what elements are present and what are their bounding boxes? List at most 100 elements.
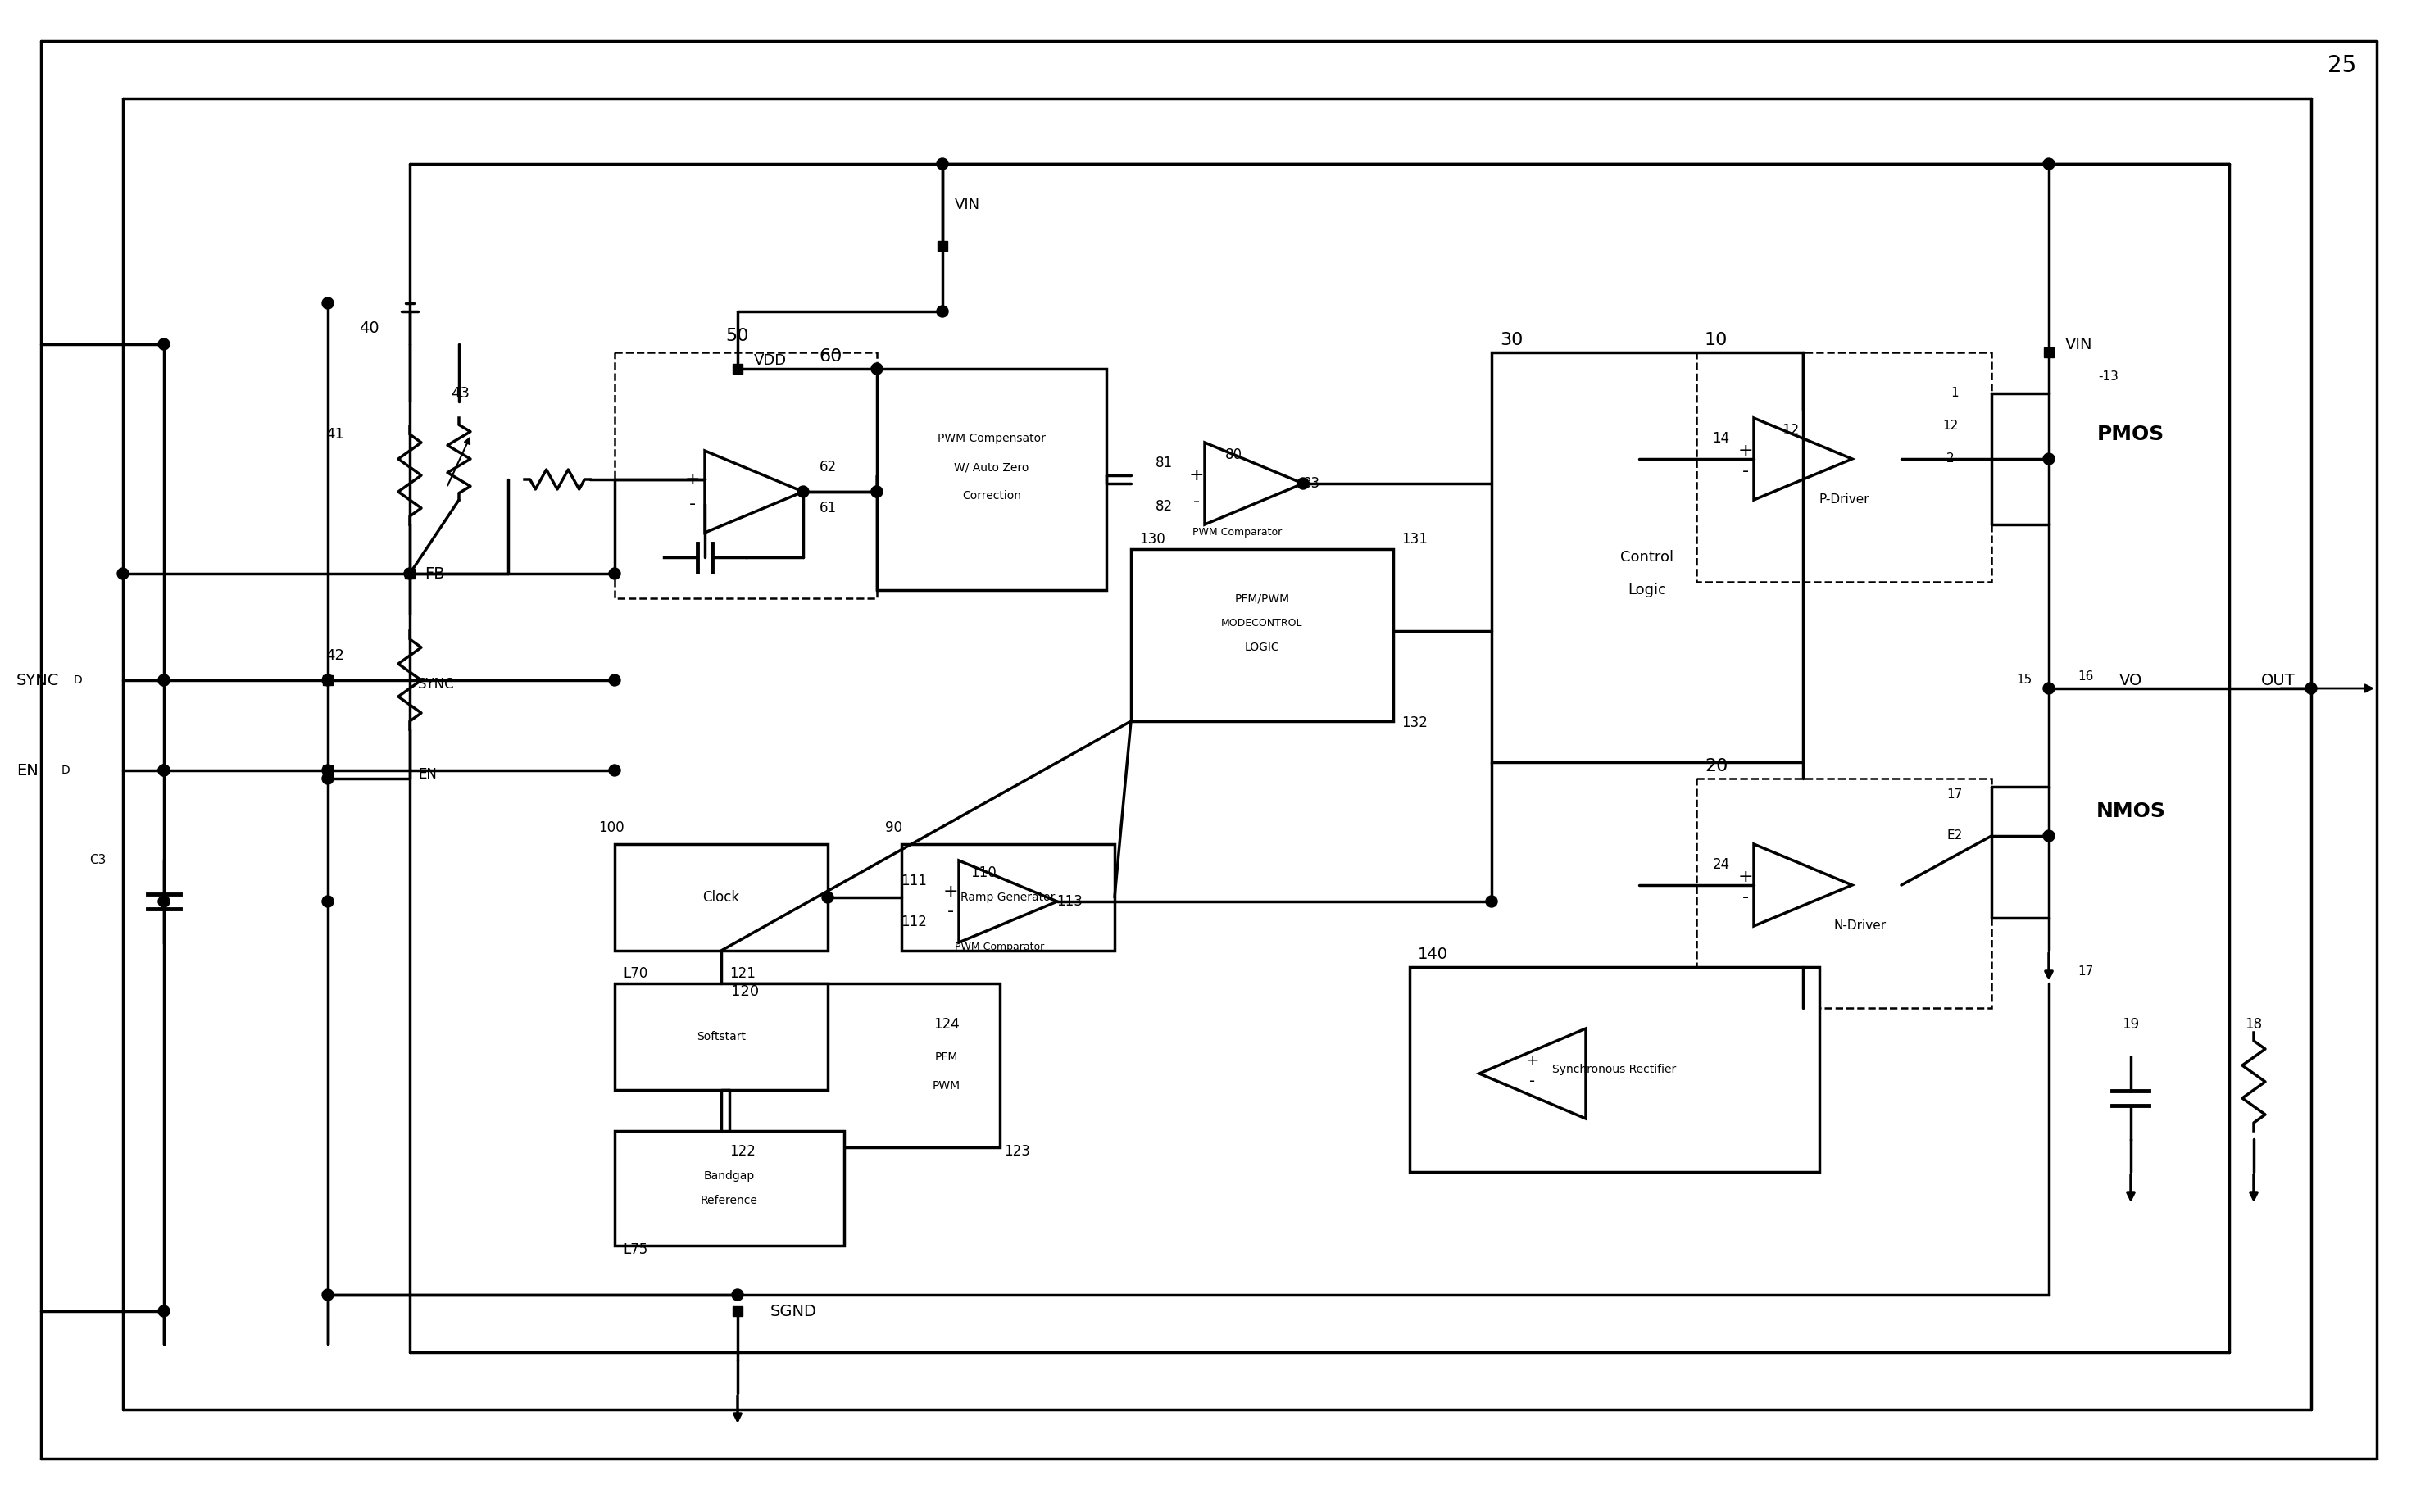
Circle shape xyxy=(872,363,882,375)
Bar xyxy=(614,1131,843,1246)
Text: MODECONTROL: MODECONTROL xyxy=(1222,617,1302,627)
Circle shape xyxy=(732,1290,744,1300)
Text: LOGIC: LOGIC xyxy=(1244,641,1280,653)
Text: Reference: Reference xyxy=(701,1194,759,1207)
Text: 121: 121 xyxy=(730,966,756,981)
Text: 81: 81 xyxy=(1155,455,1172,470)
Circle shape xyxy=(2044,159,2054,169)
Text: +: + xyxy=(1737,869,1754,885)
Text: PMOS: PMOS xyxy=(2097,425,2165,445)
Text: -: - xyxy=(1742,463,1749,479)
Circle shape xyxy=(2044,682,2054,694)
Text: N-Driver: N-Driver xyxy=(1834,919,1887,933)
Circle shape xyxy=(937,305,947,318)
Bar xyxy=(877,369,1107,590)
Text: 80: 80 xyxy=(1225,448,1242,463)
Text: 130: 130 xyxy=(1140,532,1165,547)
Text: +: + xyxy=(942,883,959,900)
Circle shape xyxy=(321,765,333,776)
Text: +: + xyxy=(684,472,701,487)
Text: L70: L70 xyxy=(623,966,647,981)
Text: 19: 19 xyxy=(2121,1018,2141,1031)
Text: 62: 62 xyxy=(819,460,836,475)
Text: 18: 18 xyxy=(2244,1018,2261,1031)
Text: 1: 1 xyxy=(1950,387,1959,399)
Bar xyxy=(732,364,742,373)
Bar xyxy=(901,844,1114,951)
Text: +: + xyxy=(1737,443,1754,460)
Bar xyxy=(614,844,829,951)
Text: EN: EN xyxy=(17,762,39,779)
Circle shape xyxy=(609,674,621,686)
Text: 16: 16 xyxy=(2078,670,2095,682)
Bar xyxy=(937,240,947,251)
Text: 82: 82 xyxy=(1155,499,1172,514)
Text: 43: 43 xyxy=(452,386,469,401)
Text: -: - xyxy=(1742,889,1749,906)
Text: 20: 20 xyxy=(1706,758,1727,774)
Text: Ramp Generator: Ramp Generator xyxy=(962,892,1056,903)
Text: 113: 113 xyxy=(1056,894,1082,909)
Circle shape xyxy=(321,298,333,308)
Text: P-Driver: P-Driver xyxy=(1819,494,1870,507)
Text: 12: 12 xyxy=(1942,420,1959,432)
Text: -: - xyxy=(947,903,954,919)
Circle shape xyxy=(157,674,169,686)
Text: 111: 111 xyxy=(901,874,928,889)
Text: 42: 42 xyxy=(326,649,343,662)
Text: PWM Compensator: PWM Compensator xyxy=(937,432,1046,445)
Circle shape xyxy=(157,765,169,776)
Circle shape xyxy=(321,1290,333,1300)
Text: SYNC: SYNC xyxy=(418,677,454,691)
Text: Synchronous Rectifier: Synchronous Rectifier xyxy=(1553,1064,1677,1075)
Text: OUT: OUT xyxy=(2261,673,2295,688)
Circle shape xyxy=(872,485,882,497)
Text: FB: FB xyxy=(425,565,445,582)
Text: 100: 100 xyxy=(599,821,623,835)
Text: SGND: SGND xyxy=(771,1303,817,1318)
Text: -: - xyxy=(1529,1074,1537,1090)
Text: Clock: Clock xyxy=(703,891,739,904)
Bar xyxy=(732,1306,742,1315)
Bar xyxy=(614,352,877,599)
Text: 15: 15 xyxy=(2017,674,2032,686)
Text: 61: 61 xyxy=(819,500,836,516)
Text: -13: -13 xyxy=(2097,370,2119,383)
Text: 140: 140 xyxy=(1418,947,1447,963)
Text: Bandgap: Bandgap xyxy=(703,1170,754,1182)
Text: 122: 122 xyxy=(730,1145,756,1158)
Text: 2: 2 xyxy=(1947,452,1955,466)
Text: 90: 90 xyxy=(884,821,901,835)
Circle shape xyxy=(797,485,809,497)
Bar xyxy=(2044,348,2054,357)
Circle shape xyxy=(1486,895,1498,907)
Text: 10: 10 xyxy=(1706,333,1727,348)
Text: SYNC: SYNC xyxy=(17,673,60,688)
Text: VIN: VIN xyxy=(954,198,981,212)
Circle shape xyxy=(157,339,169,349)
Circle shape xyxy=(609,569,621,579)
Text: 123: 123 xyxy=(1005,1145,1029,1158)
Bar xyxy=(1696,352,1991,582)
Circle shape xyxy=(2044,454,2054,464)
Circle shape xyxy=(937,159,947,169)
Circle shape xyxy=(157,765,169,776)
Text: 24: 24 xyxy=(1713,857,1730,872)
Circle shape xyxy=(2305,682,2317,694)
Bar xyxy=(324,765,333,776)
Text: PFM/PWM: PFM/PWM xyxy=(1235,593,1290,603)
Bar xyxy=(722,983,1000,1148)
Text: 12: 12 xyxy=(1783,423,1800,437)
Circle shape xyxy=(1297,478,1309,490)
Text: D: D xyxy=(75,674,82,686)
Bar xyxy=(614,983,829,1090)
Text: -: - xyxy=(689,496,696,513)
Text: 124: 124 xyxy=(933,1018,959,1031)
Text: VO: VO xyxy=(2119,673,2143,688)
Circle shape xyxy=(403,569,416,579)
Text: 41: 41 xyxy=(326,426,343,442)
Text: 14: 14 xyxy=(1713,431,1730,446)
Bar xyxy=(406,569,416,579)
Text: Correction: Correction xyxy=(962,490,1022,502)
Text: E2: E2 xyxy=(1947,830,1962,842)
